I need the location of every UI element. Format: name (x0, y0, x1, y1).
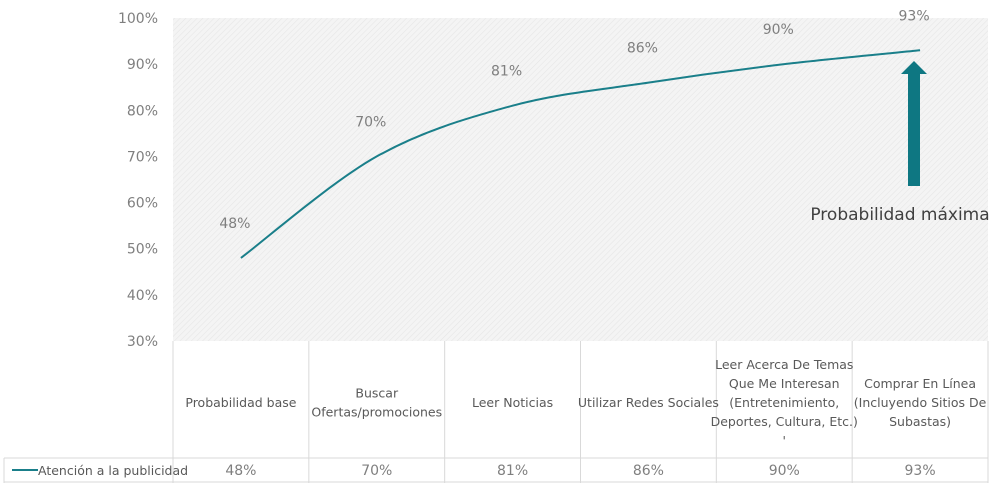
data-label: 86% (627, 41, 658, 57)
table-value: 70% (361, 463, 392, 479)
table-value: 90% (769, 463, 800, 479)
table-value: 81% (497, 463, 528, 479)
annotation-probabilidad-maxima: Probabilidad máxima (810, 205, 989, 225)
series-line (240, 49, 921, 259)
y-tick-label: 80% (127, 103, 158, 119)
data-table-values: 48% 70% 81% 86% 90% 93% (225, 463, 935, 479)
y-axis: 30% 40% 50% 60% 70% 80% 90% 100% (118, 11, 158, 350)
y-tick-label: 100% (118, 11, 158, 27)
data-table-grid (3, 341, 989, 483)
x-category-label: Comprar En Línea (Incluyendo Sitios De Sub… (854, 376, 987, 429)
plot-area (173, 18, 988, 341)
data-label: 90% (763, 22, 794, 38)
x-category-label: Buscar Ofertas/promociones (311, 386, 442, 420)
y-tick-label: 40% (127, 288, 158, 304)
x-category-label: Leer Noticias (472, 395, 553, 410)
y-tick-label: 50% (127, 242, 158, 258)
data-label: 93% (899, 8, 930, 24)
x-axis-category-labels: Probabilidad base Buscar Ofertas/promocion… (185, 357, 986, 448)
x-category-label: Utilizar Redes Sociales (578, 395, 719, 410)
data-label: 81% (491, 64, 522, 80)
y-tick-label: 30% (127, 334, 158, 350)
y-tick-label: 70% (127, 149, 158, 165)
max-arrow-icon (901, 61, 927, 186)
table-value: 93% (905, 463, 936, 479)
x-category-label: Probabilidad base (185, 395, 296, 410)
data-labels: 48% 70% 81% 86% 90% 93% (219, 8, 929, 232)
x-category-label: Leer Acerca De Temas Que Me Interesan (Ent… (711, 357, 858, 448)
legend-series: Atención a la publicidad (12, 463, 188, 478)
data-label: 48% (219, 216, 250, 232)
table-value: 48% (225, 463, 256, 479)
legend-series-label: Atención a la publicidad (38, 463, 188, 478)
data-label: 70% (355, 114, 386, 130)
table-value: 86% (633, 463, 664, 479)
y-tick-label: 60% (127, 196, 158, 212)
y-tick-label: 90% (127, 57, 158, 73)
